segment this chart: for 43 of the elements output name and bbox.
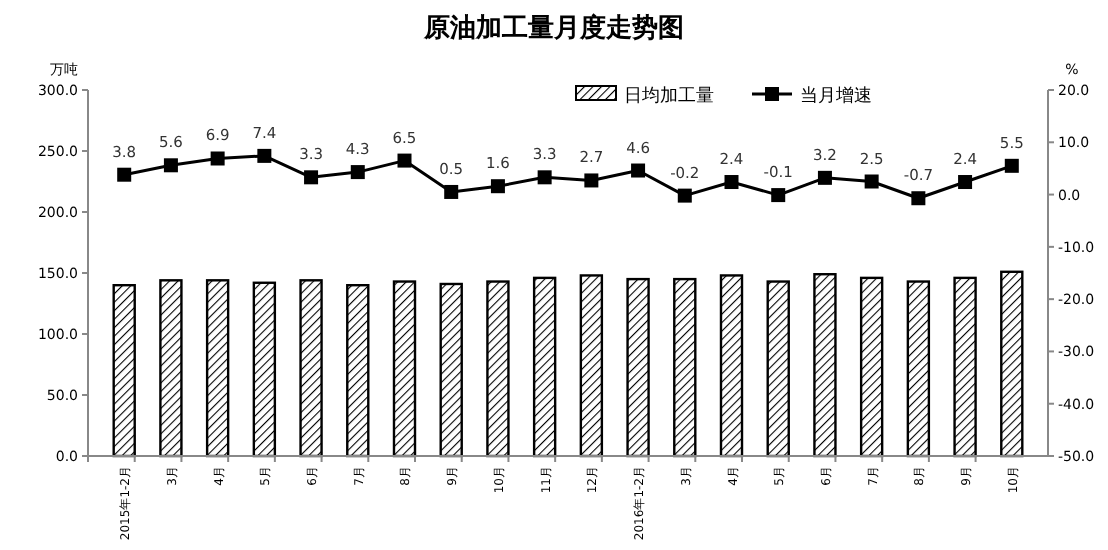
point: [724, 175, 739, 190]
point: [864, 174, 879, 189]
bar: [953, 276, 977, 458]
bar: [813, 273, 837, 458]
legend-label: 日均加工量: [624, 85, 714, 107]
point: [771, 188, 786, 203]
point: [117, 167, 132, 182]
point: [817, 170, 832, 185]
point: [304, 170, 319, 185]
point: [677, 188, 692, 203]
bar: [532, 276, 557, 458]
bar: [159, 279, 183, 458]
point: [537, 170, 552, 185]
point: [257, 148, 272, 163]
bar: [1000, 270, 1024, 458]
point: [631, 163, 646, 178]
bar: [486, 280, 510, 458]
point: [911, 191, 926, 206]
point: [350, 165, 365, 180]
bar: [112, 284, 136, 458]
point: [1004, 158, 1019, 173]
bar: [252, 281, 277, 458]
bar: [626, 277, 650, 458]
point: [397, 153, 412, 168]
bar: [719, 274, 744, 458]
point: [210, 151, 225, 166]
point: [444, 184, 459, 199]
bar: [392, 280, 417, 458]
bar: [205, 279, 230, 458]
point: [958, 175, 973, 190]
bar: [673, 277, 697, 458]
bar: [906, 280, 931, 458]
bar: [766, 280, 790, 458]
point: [584, 173, 599, 188]
bar: [299, 279, 323, 458]
bar: [439, 282, 463, 458]
point: [490, 179, 505, 194]
bar: [579, 274, 604, 458]
point: [163, 158, 178, 173]
chart-title: 原油加工量月度走势图: [422, 12, 684, 44]
bar: [346, 284, 370, 458]
legend-label: 当月增速: [800, 85, 872, 107]
bar: [859, 276, 884, 458]
